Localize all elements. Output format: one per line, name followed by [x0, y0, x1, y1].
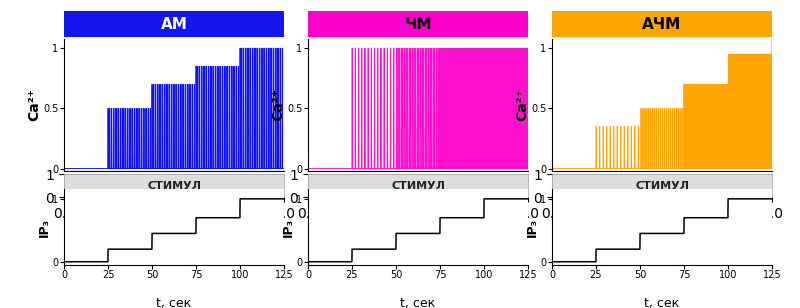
FancyBboxPatch shape: [308, 11, 528, 37]
Text: t, сек: t, сек: [156, 297, 192, 308]
Text: ЧМ: ЧМ: [404, 17, 432, 32]
Text: СТИМУЛ: СТИМУЛ: [147, 180, 201, 191]
Text: АМ: АМ: [161, 17, 187, 32]
Y-axis label: Ca²⁺: Ca²⁺: [272, 88, 286, 121]
Y-axis label: IP₃: IP₃: [282, 217, 295, 237]
FancyBboxPatch shape: [552, 11, 772, 37]
Text: СТИМУЛ: СТИМУЛ: [635, 180, 689, 191]
Text: t, сек: t, сек: [400, 297, 436, 308]
Text: АЧМ: АЧМ: [642, 17, 682, 32]
Y-axis label: Ca²⁺: Ca²⁺: [28, 88, 42, 121]
Text: t, сек: t, сек: [644, 297, 680, 308]
Text: СТИМУЛ: СТИМУЛ: [391, 180, 445, 191]
FancyBboxPatch shape: [64, 11, 284, 37]
Y-axis label: IP₃: IP₃: [38, 217, 51, 237]
Y-axis label: IP₃: IP₃: [526, 217, 539, 237]
Y-axis label: Ca²⁺: Ca²⁺: [516, 88, 530, 121]
